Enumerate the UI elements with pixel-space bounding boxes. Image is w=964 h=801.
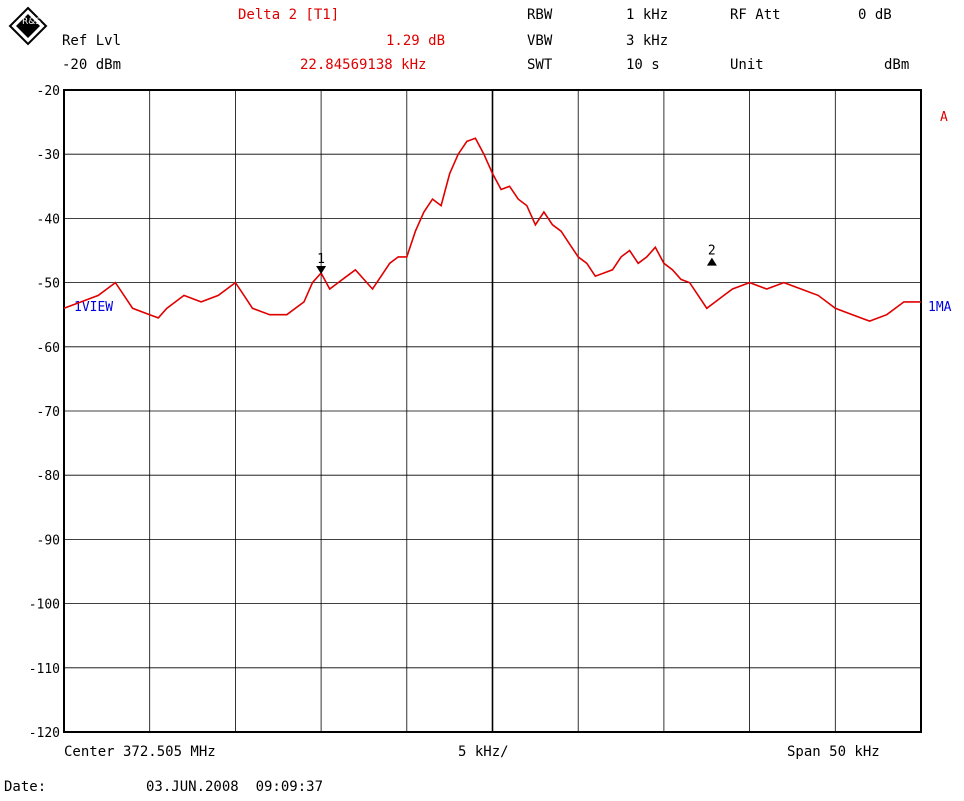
marker-1-symbol	[316, 265, 327, 274]
marker-2-symbol	[706, 257, 717, 266]
date-value: 03.JUN.2008 09:09:37	[146, 779, 324, 795]
vbw-value: 3 kHz	[626, 33, 669, 49]
y-tick-label: -30	[37, 148, 60, 163]
ref-level-label: Ref Lvl	[62, 33, 122, 49]
y-tick-labels: -20 -30 -40 -50 -60 -70 -80 -90 -100 -110 -120	[29, 84, 60, 741]
ma-label: 1MA	[928, 300, 952, 315]
marker-frequency: 22.84569138 kHz	[300, 57, 427, 73]
rbw-value: 1 kHz	[626, 7, 669, 23]
y-tick-label: -60	[37, 341, 60, 356]
rbw-label: RBW	[527, 7, 553, 23]
date-label: Date:	[4, 779, 47, 795]
y-tick-label: -90	[37, 533, 60, 548]
marker-2-label: 2	[708, 244, 716, 259]
y-tick-label: -70	[37, 405, 60, 420]
unit-label: Unit	[730, 57, 764, 73]
y-tick-label: -20	[37, 84, 60, 99]
plot-grid	[63, 89, 922, 733]
ref-level-value: -20 dBm	[62, 57, 122, 73]
unit-value: dBm	[884, 57, 910, 73]
trace-a-label: A	[940, 110, 948, 125]
marker-level: 1.29 dB	[386, 33, 446, 49]
y-tick-label: -110	[29, 662, 60, 677]
y-tick-label: -40	[37, 212, 60, 227]
view-label: 1VIEW	[74, 300, 114, 315]
vbw-label: VBW	[527, 33, 553, 49]
logo-text: R&S	[22, 17, 41, 27]
rf-att-value: 0 dB	[858, 7, 892, 23]
trace-line	[63, 137, 921, 322]
swt-label: SWT	[527, 57, 553, 73]
y-tick-label: -100	[29, 598, 60, 613]
center-frequency: Center 372.505 MHz	[64, 744, 216, 760]
marker-title: Delta 2 [T1]	[238, 7, 340, 23]
swt-value: 10 s	[626, 57, 660, 73]
division-scale: 5 kHz/	[458, 744, 509, 760]
span-value: Span 50 kHz	[787, 744, 880, 760]
y-tick-label: -120	[29, 726, 60, 741]
y-tick-label: -50	[37, 277, 60, 292]
markers: 12	[316, 244, 717, 274]
marker-1-label: 1	[317, 252, 325, 267]
rf-att-label: RF Att	[730, 7, 781, 23]
y-tick-label: -80	[37, 469, 60, 484]
rohde-schwarz-logo: R&S	[8, 6, 60, 50]
